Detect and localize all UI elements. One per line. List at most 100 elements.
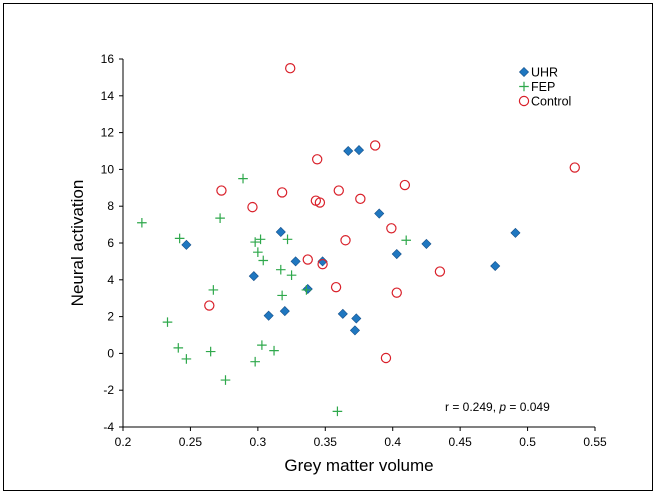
fep-point — [174, 233, 185, 244]
fep-point — [253, 247, 263, 257]
uhr-point — [343, 145, 354, 157]
control-point — [285, 62, 296, 74]
control-point — [247, 201, 258, 213]
y-tick-label: 14 — [101, 89, 115, 103]
axes — [122, 59, 595, 428]
r-value-text: r = 0.249, — [445, 400, 499, 414]
fep-point — [162, 317, 173, 327]
x-tick-label: 0.5 — [519, 435, 536, 449]
fep-point — [137, 217, 147, 228]
p-value-text: = 0.049 — [506, 400, 550, 414]
series-control — [204, 62, 580, 364]
legend-marker-control — [518, 95, 530, 107]
uhr-point — [275, 226, 286, 237]
data-points — [137, 62, 580, 417]
uhr-point — [421, 238, 432, 249]
uhr-point — [263, 310, 274, 321]
uhr-point — [302, 283, 313, 295]
x-tick-label: 0.45 — [448, 435, 472, 449]
uhr-point — [317, 256, 328, 267]
legend-label-uhr: UHR — [531, 66, 558, 80]
fep-point — [238, 173, 248, 184]
fep-point — [205, 346, 216, 357]
control-point — [386, 223, 397, 234]
fep-point — [401, 235, 411, 246]
y-axis-title: Neural activation — [68, 180, 87, 307]
control-point — [399, 179, 411, 191]
control-point — [369, 140, 381, 151]
x-tick-label: 0.35 — [314, 435, 338, 449]
y-tick-label: -2 — [103, 383, 114, 397]
uhr-point — [490, 260, 501, 272]
series-fep — [137, 173, 411, 417]
tick-marks — [119, 58, 596, 431]
x-tick-label: 0.3 — [250, 435, 267, 449]
fep-point — [277, 290, 287, 301]
control-point — [330, 281, 342, 293]
fep-point — [215, 213, 225, 223]
uhr-point — [279, 306, 290, 317]
legend-label-fep: FEP — [531, 80, 555, 94]
x-axis-title: Grey matter volume — [284, 456, 433, 475]
y-tick-label: -4 — [103, 420, 114, 434]
legend-label-control: Control — [531, 95, 571, 109]
x-tick-label: 0.55 — [583, 435, 607, 449]
tick-labels: -4 -2 0 2 4 6 8 10 12 14 16 0.2 0.25 0.3 0.35 0.4 0.45 0.… — [101, 52, 607, 449]
uhr-point — [351, 313, 362, 324]
fep-point — [282, 234, 293, 245]
control-point — [276, 187, 288, 198]
uhr-point — [374, 208, 385, 219]
y-tick-label: 12 — [101, 126, 115, 140]
control-point — [216, 185, 227, 196]
x-tick-label: 0.2 — [115, 435, 132, 449]
uhr-point — [349, 325, 360, 336]
p-symbol: p — [498, 400, 506, 414]
control-point — [569, 162, 580, 173]
y-tick-label: 2 — [107, 310, 114, 324]
y-tick-label: 10 — [101, 162, 115, 176]
fep-point — [275, 264, 286, 275]
uhr-point — [391, 249, 402, 260]
fep-point — [286, 270, 297, 280]
uhr-point — [353, 145, 365, 156]
fep-point — [181, 354, 192, 364]
uhr-point — [290, 256, 301, 267]
control-point — [311, 154, 323, 165]
legend-marker-uhr — [518, 66, 530, 78]
control-point — [204, 300, 215, 311]
control-point — [340, 235, 351, 246]
y-tick-label: 6 — [107, 236, 114, 250]
y-tick-label: 16 — [101, 52, 115, 66]
control-point — [314, 197, 326, 208]
fep-point — [332, 406, 343, 417]
uhr-point — [337, 308, 348, 319]
control-point — [333, 185, 344, 196]
y-tick-label: 8 — [107, 199, 114, 213]
control-point — [391, 287, 402, 298]
figure-frame — [3, 3, 653, 491]
fep-point — [255, 234, 266, 245]
fep-point — [301, 285, 312, 295]
y-tick-label: 4 — [107, 273, 114, 287]
fep-point — [258, 255, 269, 266]
correlation-annotation: r = 0.249, p = 0.049 — [445, 400, 550, 414]
x-tick-label: 0.25 — [179, 435, 203, 449]
legend-marker-fep — [519, 81, 529, 92]
control-point — [434, 266, 446, 277]
uhr-point — [248, 271, 259, 282]
x-tick-label: 0.4 — [384, 435, 401, 449]
uhr-point — [181, 239, 192, 250]
control-point — [302, 254, 313, 265]
control-point — [317, 258, 328, 270]
fep-point — [269, 345, 279, 356]
fep-point — [250, 237, 260, 247]
y-tick-label: 0 — [107, 346, 114, 360]
uhr-point — [510, 227, 521, 238]
series-uhr — [181, 145, 521, 336]
fep-point — [220, 375, 231, 385]
control-point — [355, 193, 366, 205]
fep-point — [257, 340, 267, 350]
fep-point — [173, 343, 184, 353]
